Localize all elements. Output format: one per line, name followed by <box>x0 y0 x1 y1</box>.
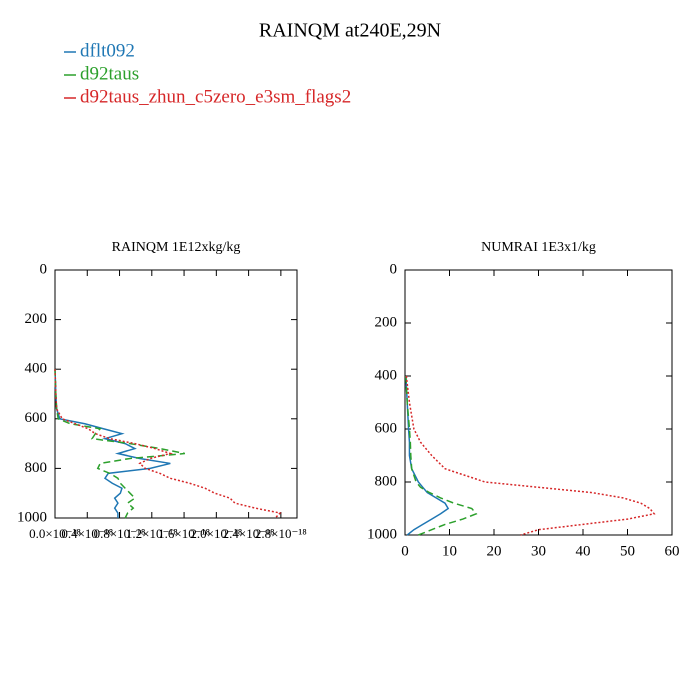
y-tick-label: 400 <box>25 361 48 377</box>
x-tick-label: 0.8×10⁻¹⁸ <box>94 526 146 541</box>
figure-title: RAINQM at240E,29N <box>259 20 441 42</box>
series-line <box>405 375 478 536</box>
x-tick-label: 60 <box>665 543 680 559</box>
y-tick-label: 0 <box>40 261 48 277</box>
plot-frame <box>404 269 673 536</box>
x-tick-label: 10 <box>442 543 457 559</box>
x-tick-label: 2.4×10⁻¹⁸ <box>223 526 275 541</box>
y-tick-label: 400 <box>375 367 398 383</box>
y-tick-label: 200 <box>25 311 48 327</box>
x-tick-label: 40 <box>576 543 591 559</box>
y-tick-label: 1000 <box>367 526 397 542</box>
x-tick-label: 1.6×10⁻¹⁸ <box>158 526 210 541</box>
y-tick-label: 800 <box>375 473 398 489</box>
x-tick-label: 20 <box>487 543 502 559</box>
y-tick-label: 200 <box>375 314 398 330</box>
plot-frame <box>54 269 298 519</box>
x-tick-label: 2.8×10⁻¹⁸ <box>255 526 307 541</box>
legend-label: d92taus <box>80 63 139 84</box>
x-tick-label: 30 <box>531 543 546 559</box>
y-tick-label: 1000 <box>17 509 47 525</box>
y-tick-label: 800 <box>25 460 48 476</box>
subplot-title: NUMRAI 1E3x1/kg <box>481 240 596 255</box>
series-line <box>54 369 282 519</box>
x-tick-label: 1.2×10⁻¹⁸ <box>126 526 178 541</box>
legend-label: dflt092 <box>80 40 135 61</box>
legend-label: d92taus_zhun_c5zero_e3sm_flags2 <box>80 86 351 107</box>
x-tick-label: 50 <box>620 543 635 559</box>
y-tick-label: 600 <box>25 410 48 426</box>
x-tick-label: 0.4×10⁻¹⁸ <box>61 526 113 541</box>
subplot-title: RAINQM 1E12xkg/kg <box>112 240 241 255</box>
y-tick-label: 0 <box>390 261 398 277</box>
x-tick-label: 0.0×10⁻¹⁸ <box>29 526 81 541</box>
x-tick-label: 0 <box>401 543 409 559</box>
series-line <box>54 369 171 518</box>
series-line <box>54 369 186 519</box>
series-line <box>405 375 450 536</box>
y-tick-label: 600 <box>375 420 398 436</box>
x-tick-label: 2.0×10⁻¹⁸ <box>190 526 242 541</box>
